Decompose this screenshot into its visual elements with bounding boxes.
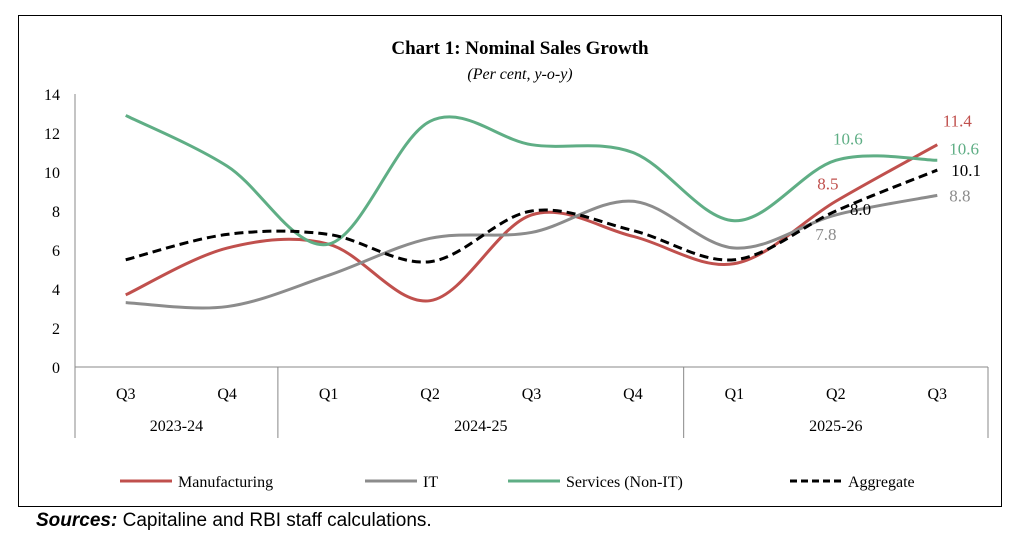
x-tick-label: Q1 [725, 386, 745, 403]
x-group-label: 2024-25 [454, 418, 507, 435]
y-tick-label: 4 [52, 282, 60, 299]
x-tick-label: Q4 [623, 386, 643, 403]
data-label: 8.0 [850, 200, 871, 219]
legend-label: Aggregate [848, 474, 915, 491]
data-label: 8.8 [949, 186, 970, 205]
data-label: 8.5 [817, 174, 838, 193]
x-tick-label: Q3 [927, 386, 947, 403]
y-tick-label: 12 [44, 126, 60, 143]
y-tick-label: 8 [52, 204, 60, 221]
x-tick-label: Q1 [319, 386, 339, 403]
sources-label: Sources: [36, 510, 118, 531]
y-tick-label: 2 [52, 321, 60, 338]
legend-label: IT [423, 474, 438, 491]
chart-frame [18, 15, 1002, 507]
x-tick-label: Q4 [217, 386, 237, 403]
y-tick-label: 6 [52, 243, 60, 260]
data-label: 11.4 [943, 112, 973, 131]
series-line-manufacturing [125, 143, 939, 303]
data-label: 7.8 [815, 225, 836, 244]
x-tick-label: Q2 [420, 386, 440, 403]
sources-text: Capitaline and RBI staff calculations. [117, 510, 432, 531]
x-group-label: 2023-24 [150, 418, 203, 435]
series-line-services-non-it- [125, 114, 938, 247]
chart-subtitle: (Per cent, y-o-y) [467, 66, 572, 83]
x-tick-label: Q2 [826, 386, 846, 403]
y-tick-label: 0 [52, 360, 60, 377]
legend-label: Services (Non-IT) [566, 474, 683, 491]
data-label: 10.1 [951, 161, 981, 180]
chart-title: Chart 1: Nominal Sales Growth [391, 38, 649, 59]
x-group-label: 2025-26 [809, 418, 862, 435]
series-line-aggregate [125, 168, 938, 264]
legend-label: Manufacturing [178, 474, 273, 491]
data-label: 10.6 [949, 139, 979, 158]
x-tick-label: Q3 [522, 386, 542, 403]
sources-note: Sources: Capitaline and RBI staff calcul… [36, 510, 432, 532]
x-tick-label: Q3 [116, 386, 136, 403]
y-tick-label: 14 [44, 87, 60, 104]
y-tick-label: 10 [44, 165, 60, 182]
data-label: 10.6 [833, 129, 863, 148]
